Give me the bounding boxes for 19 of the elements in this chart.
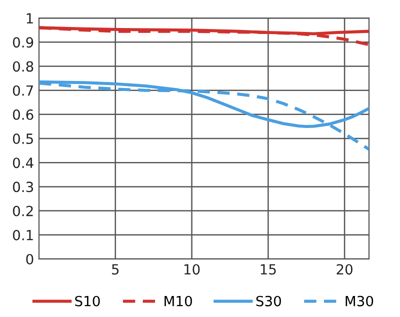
y-tick-label: 0.8 <box>12 61 34 72</box>
y-tick-label: 0.4 <box>12 158 34 168</box>
y-tick-label: 0 <box>26 254 34 264</box>
y-tick-label: 0.5 <box>12 134 33 144</box>
y-tick-label: 0.1 <box>12 230 33 240</box>
y-tick-label: 1 <box>26 13 33 24</box>
legend-label: S30 <box>256 296 281 306</box>
legend-label: S10 <box>75 296 100 306</box>
legend-label: M10 <box>164 296 192 306</box>
x-tick-label: 15 <box>260 264 276 275</box>
legend-label: M30 <box>346 296 374 306</box>
x-tick-label: 10 <box>184 264 200 275</box>
y-tick-label: 0.6 <box>12 109 34 120</box>
y-tick-label: 0.9 <box>12 37 34 48</box>
x-tick-label: 5 <box>112 264 119 275</box>
y-tick-label: 0.3 <box>12 182 34 192</box>
y-tick-label: 0.2 <box>12 206 33 216</box>
x-tick-label: 20 <box>336 264 352 275</box>
y-tick-label: 0.7 <box>12 85 33 96</box>
